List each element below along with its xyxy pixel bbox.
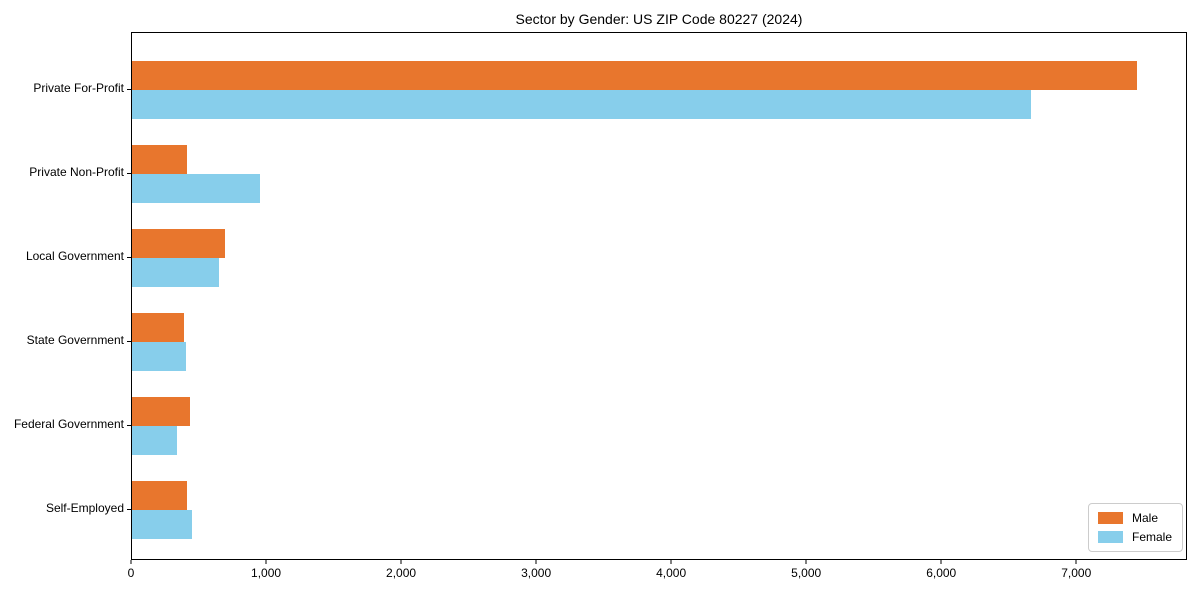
y-tick-mark: [127, 425, 131, 426]
chart-title: Sector by Gender: US ZIP Code 80227 (202…: [515, 11, 803, 27]
y-tick-mark: [127, 509, 131, 510]
x-tick-mark: [1075, 560, 1077, 564]
x-tick-mark: [670, 560, 672, 564]
x-tick-mark: [265, 560, 267, 564]
legend-item-female: Female: [1097, 530, 1172, 544]
x-tick-label-3-000: 3,000: [521, 566, 552, 580]
bar-female-federal-government: [132, 426, 177, 455]
bar-male-private-non-profit: [132, 145, 188, 174]
bar-male-local-government: [132, 229, 226, 258]
y-tick-mark: [127, 89, 131, 90]
x-tick-mark: [130, 560, 132, 564]
bar-male-federal-government: [132, 397, 191, 426]
bar-male-private-for-profit: [132, 61, 1137, 90]
y-tick-mark: [127, 257, 131, 258]
bar-female-private-non-profit: [132, 174, 260, 203]
y-tick-label-self-employed: Self-Employed: [45, 501, 124, 515]
legend-label-female: Female: [1131, 530, 1172, 544]
y-tick-label-state-government: State Government: [26, 333, 124, 347]
plot-area: Male Female: [131, 32, 1187, 560]
legend-item-male: Male: [1097, 511, 1172, 525]
bar-female-state-government: [132, 342, 186, 371]
y-axis-labels: Private For-Profit Private Non-Profit Loca…: [0, 0, 131, 600]
y-tick-label-private-for-profit: Private For-Profit: [33, 81, 124, 95]
bar-female-private-for-profit: [132, 90, 1032, 119]
legend-swatch-male: [1097, 512, 1123, 524]
x-tick-label-1-000: 1,000: [251, 566, 282, 580]
x-tick-mark: [940, 560, 942, 564]
bar-male-self-employed: [132, 481, 188, 510]
x-tick-label-2-000: 2,000: [386, 566, 417, 580]
y-tick-mark: [127, 341, 131, 342]
legend-swatch-female: [1097, 531, 1123, 543]
bar-male-state-government: [132, 313, 184, 342]
x-tick-label-7-000: 7,000: [1061, 566, 1092, 580]
bar-female-local-government: [132, 258, 220, 287]
bar-female-self-employed: [132, 510, 193, 539]
x-tick-mark: [535, 560, 537, 564]
x-tick-mark: [400, 560, 402, 564]
x-tick-label-5-000: 5,000: [791, 566, 822, 580]
y-tick-label-federal-government: Federal Government: [13, 417, 124, 431]
x-tick-label-4-000: 4,000: [656, 566, 687, 580]
y-tick-label-private-non-profit: Private Non-Profit: [29, 165, 124, 179]
x-tick-label-0: 0: [127, 566, 135, 580]
x-tick-mark: [805, 560, 807, 564]
y-tick-label-local-government: Local Government: [25, 249, 124, 263]
x-tick-label-6-000: 6,000: [926, 566, 957, 580]
legend-label-male: Male: [1131, 511, 1158, 525]
legend: Male Female: [1087, 503, 1183, 552]
y-tick-mark: [127, 173, 131, 174]
